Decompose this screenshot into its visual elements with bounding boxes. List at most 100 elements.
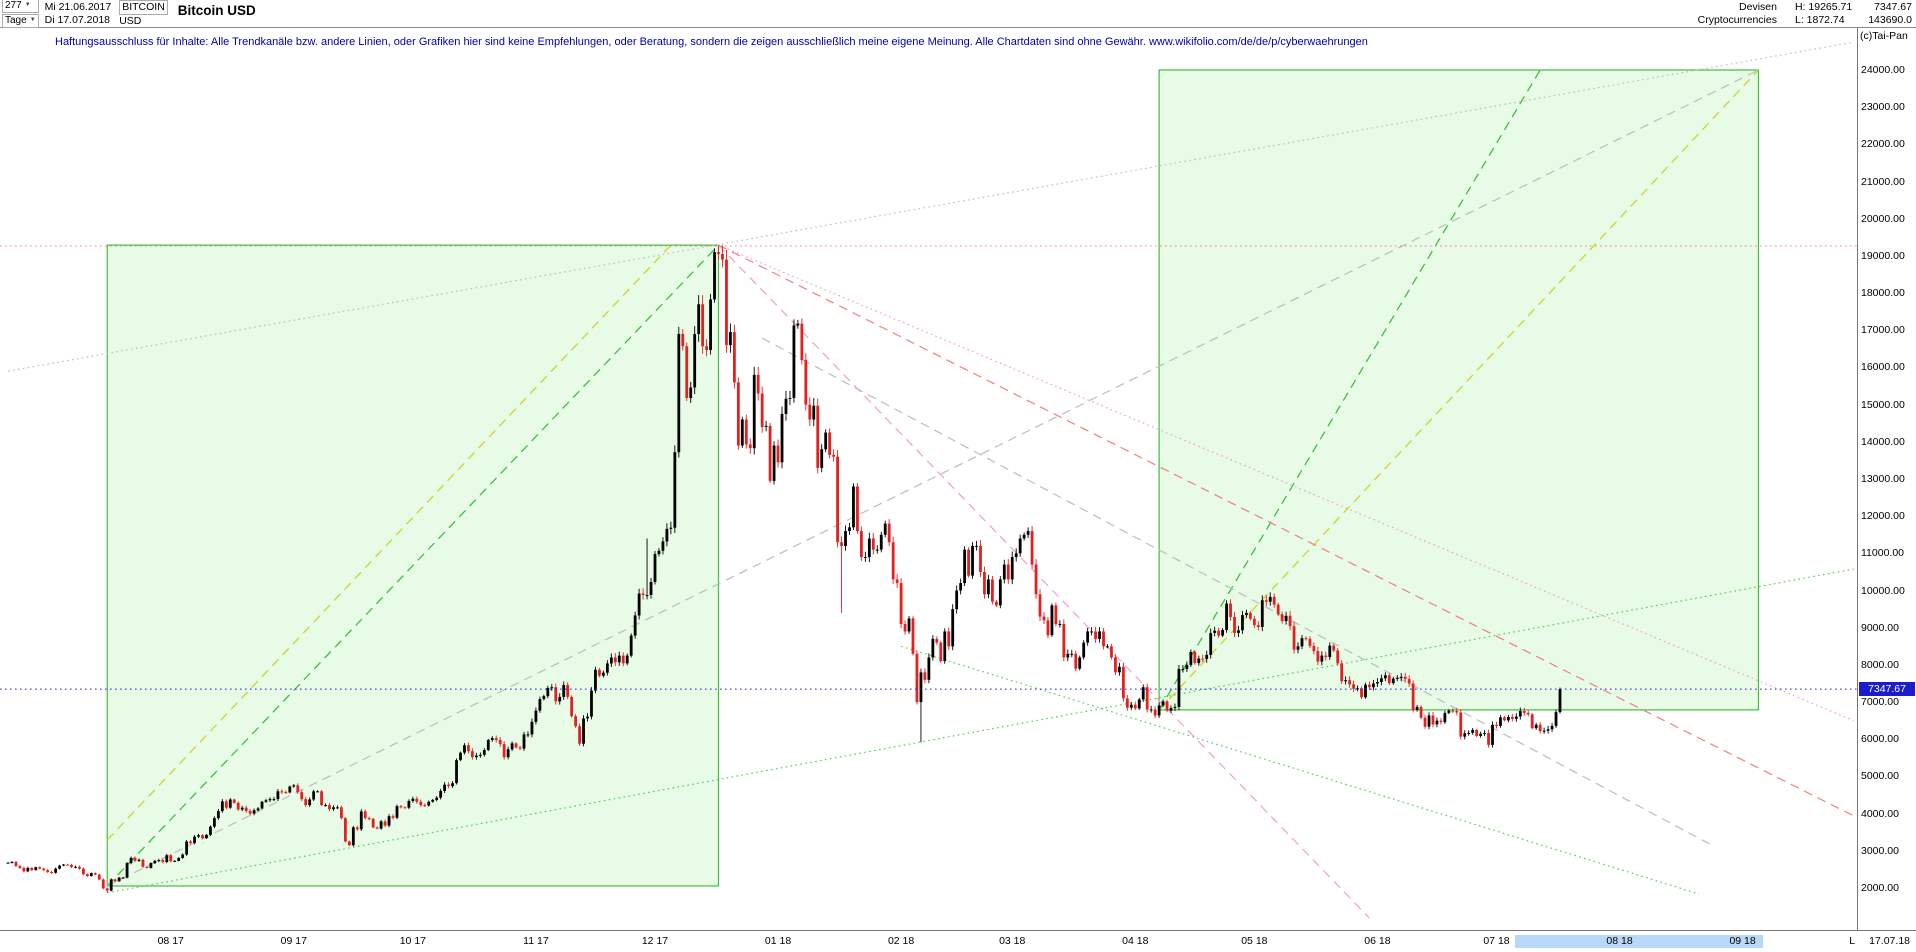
candle <box>1292 621 1296 654</box>
candle <box>1316 646 1320 666</box>
candle <box>713 248 716 303</box>
candle <box>1522 707 1526 716</box>
candle <box>137 858 141 863</box>
candle <box>324 803 327 807</box>
bars-count-select[interactable]: 277 ▼ <box>2 0 39 13</box>
candle <box>471 748 474 760</box>
bars-count-value: 277 <box>5 0 22 11</box>
candle <box>689 381 693 403</box>
candle <box>506 746 510 760</box>
candle <box>264 798 268 804</box>
time-tick-label: 10 17 <box>399 935 426 947</box>
trend-line <box>900 645 1700 895</box>
candle <box>1423 715 1427 729</box>
candle <box>1177 664 1181 711</box>
candle <box>161 858 165 864</box>
time-tick-label: 12 17 <box>641 935 669 947</box>
candle <box>725 249 728 353</box>
candle <box>911 616 915 656</box>
candle <box>93 872 97 876</box>
candle <box>1288 611 1292 631</box>
candle <box>598 667 601 678</box>
candle <box>621 652 625 667</box>
candle <box>486 738 490 752</box>
candle <box>1372 679 1375 691</box>
candle <box>74 865 77 869</box>
candle <box>1431 712 1435 728</box>
candle <box>697 295 701 342</box>
disclaimer-text: Haftungsausschluss für Inhalte: Alle Tre… <box>55 36 1368 48</box>
candle <box>919 668 923 743</box>
candle <box>201 834 204 840</box>
candle <box>228 798 232 809</box>
candle <box>994 599 998 608</box>
candle <box>1391 676 1395 685</box>
candle <box>987 574 990 599</box>
candle <box>1455 707 1459 716</box>
candle <box>1229 599 1232 621</box>
candle <box>70 863 73 869</box>
trend-line <box>106 244 672 841</box>
candle <box>1503 716 1506 722</box>
candle <box>1284 611 1288 625</box>
price-tick-label: 7000.00 <box>1861 696 1899 709</box>
price-tick-label: 16000.00 <box>1861 361 1905 374</box>
candle <box>780 406 784 469</box>
candle <box>764 420 768 432</box>
candle <box>1125 694 1129 711</box>
price-tick-label: 13000.00 <box>1861 473 1905 485</box>
trend-line <box>107 568 1854 894</box>
candle <box>927 653 931 684</box>
candle <box>1467 730 1471 736</box>
candle <box>959 578 963 595</box>
candle <box>1114 654 1117 676</box>
candle <box>1054 602 1058 627</box>
candle <box>105 887 109 893</box>
price-axis: (c)Tai-Pan 24000.00 23000.00 22000.00 21000… <box>1857 28 1916 930</box>
candle <box>828 428 832 459</box>
candle <box>542 694 546 701</box>
candle <box>46 868 50 874</box>
candle <box>1439 717 1443 725</box>
symbol-box[interactable]: BITCOIN USD <box>119 0 168 28</box>
candle <box>1149 705 1153 713</box>
candle <box>832 449 836 462</box>
candle <box>1499 715 1502 728</box>
candle <box>482 748 486 757</box>
candle <box>1554 709 1558 728</box>
candle <box>1530 712 1534 730</box>
candle <box>1332 643 1336 653</box>
period-select[interactable]: Tage ▼ <box>2 13 39 28</box>
time-tick-label: 02 18 <box>887 935 915 947</box>
candle <box>1475 728 1479 737</box>
candle <box>645 538 649 600</box>
candle <box>141 858 145 868</box>
candle <box>1479 731 1483 738</box>
candle <box>1086 627 1090 646</box>
candle <box>1276 602 1280 617</box>
candle <box>459 751 462 762</box>
candle <box>915 650 919 705</box>
candle <box>411 796 415 803</box>
candle <box>836 449 839 548</box>
candle <box>1546 725 1550 734</box>
candle <box>732 324 736 389</box>
candle <box>1312 642 1316 655</box>
high-value: H: 19265.71 <box>1794 0 1853 13</box>
candle <box>181 853 185 859</box>
candle <box>205 834 208 839</box>
candle <box>312 789 316 801</box>
candle <box>1102 628 1105 650</box>
candle <box>97 873 101 881</box>
candle <box>101 878 105 890</box>
price-tick-label: 14000.00 <box>1861 435 1905 448</box>
candle <box>1062 619 1066 662</box>
candle <box>232 798 236 804</box>
candle <box>534 707 538 725</box>
price-chart[interactable] <box>0 28 1857 930</box>
candle <box>1324 651 1328 661</box>
candle <box>1153 706 1157 719</box>
candle <box>220 799 224 813</box>
chart-scrollbar[interactable] <box>1515 935 1763 948</box>
candle <box>522 731 526 751</box>
